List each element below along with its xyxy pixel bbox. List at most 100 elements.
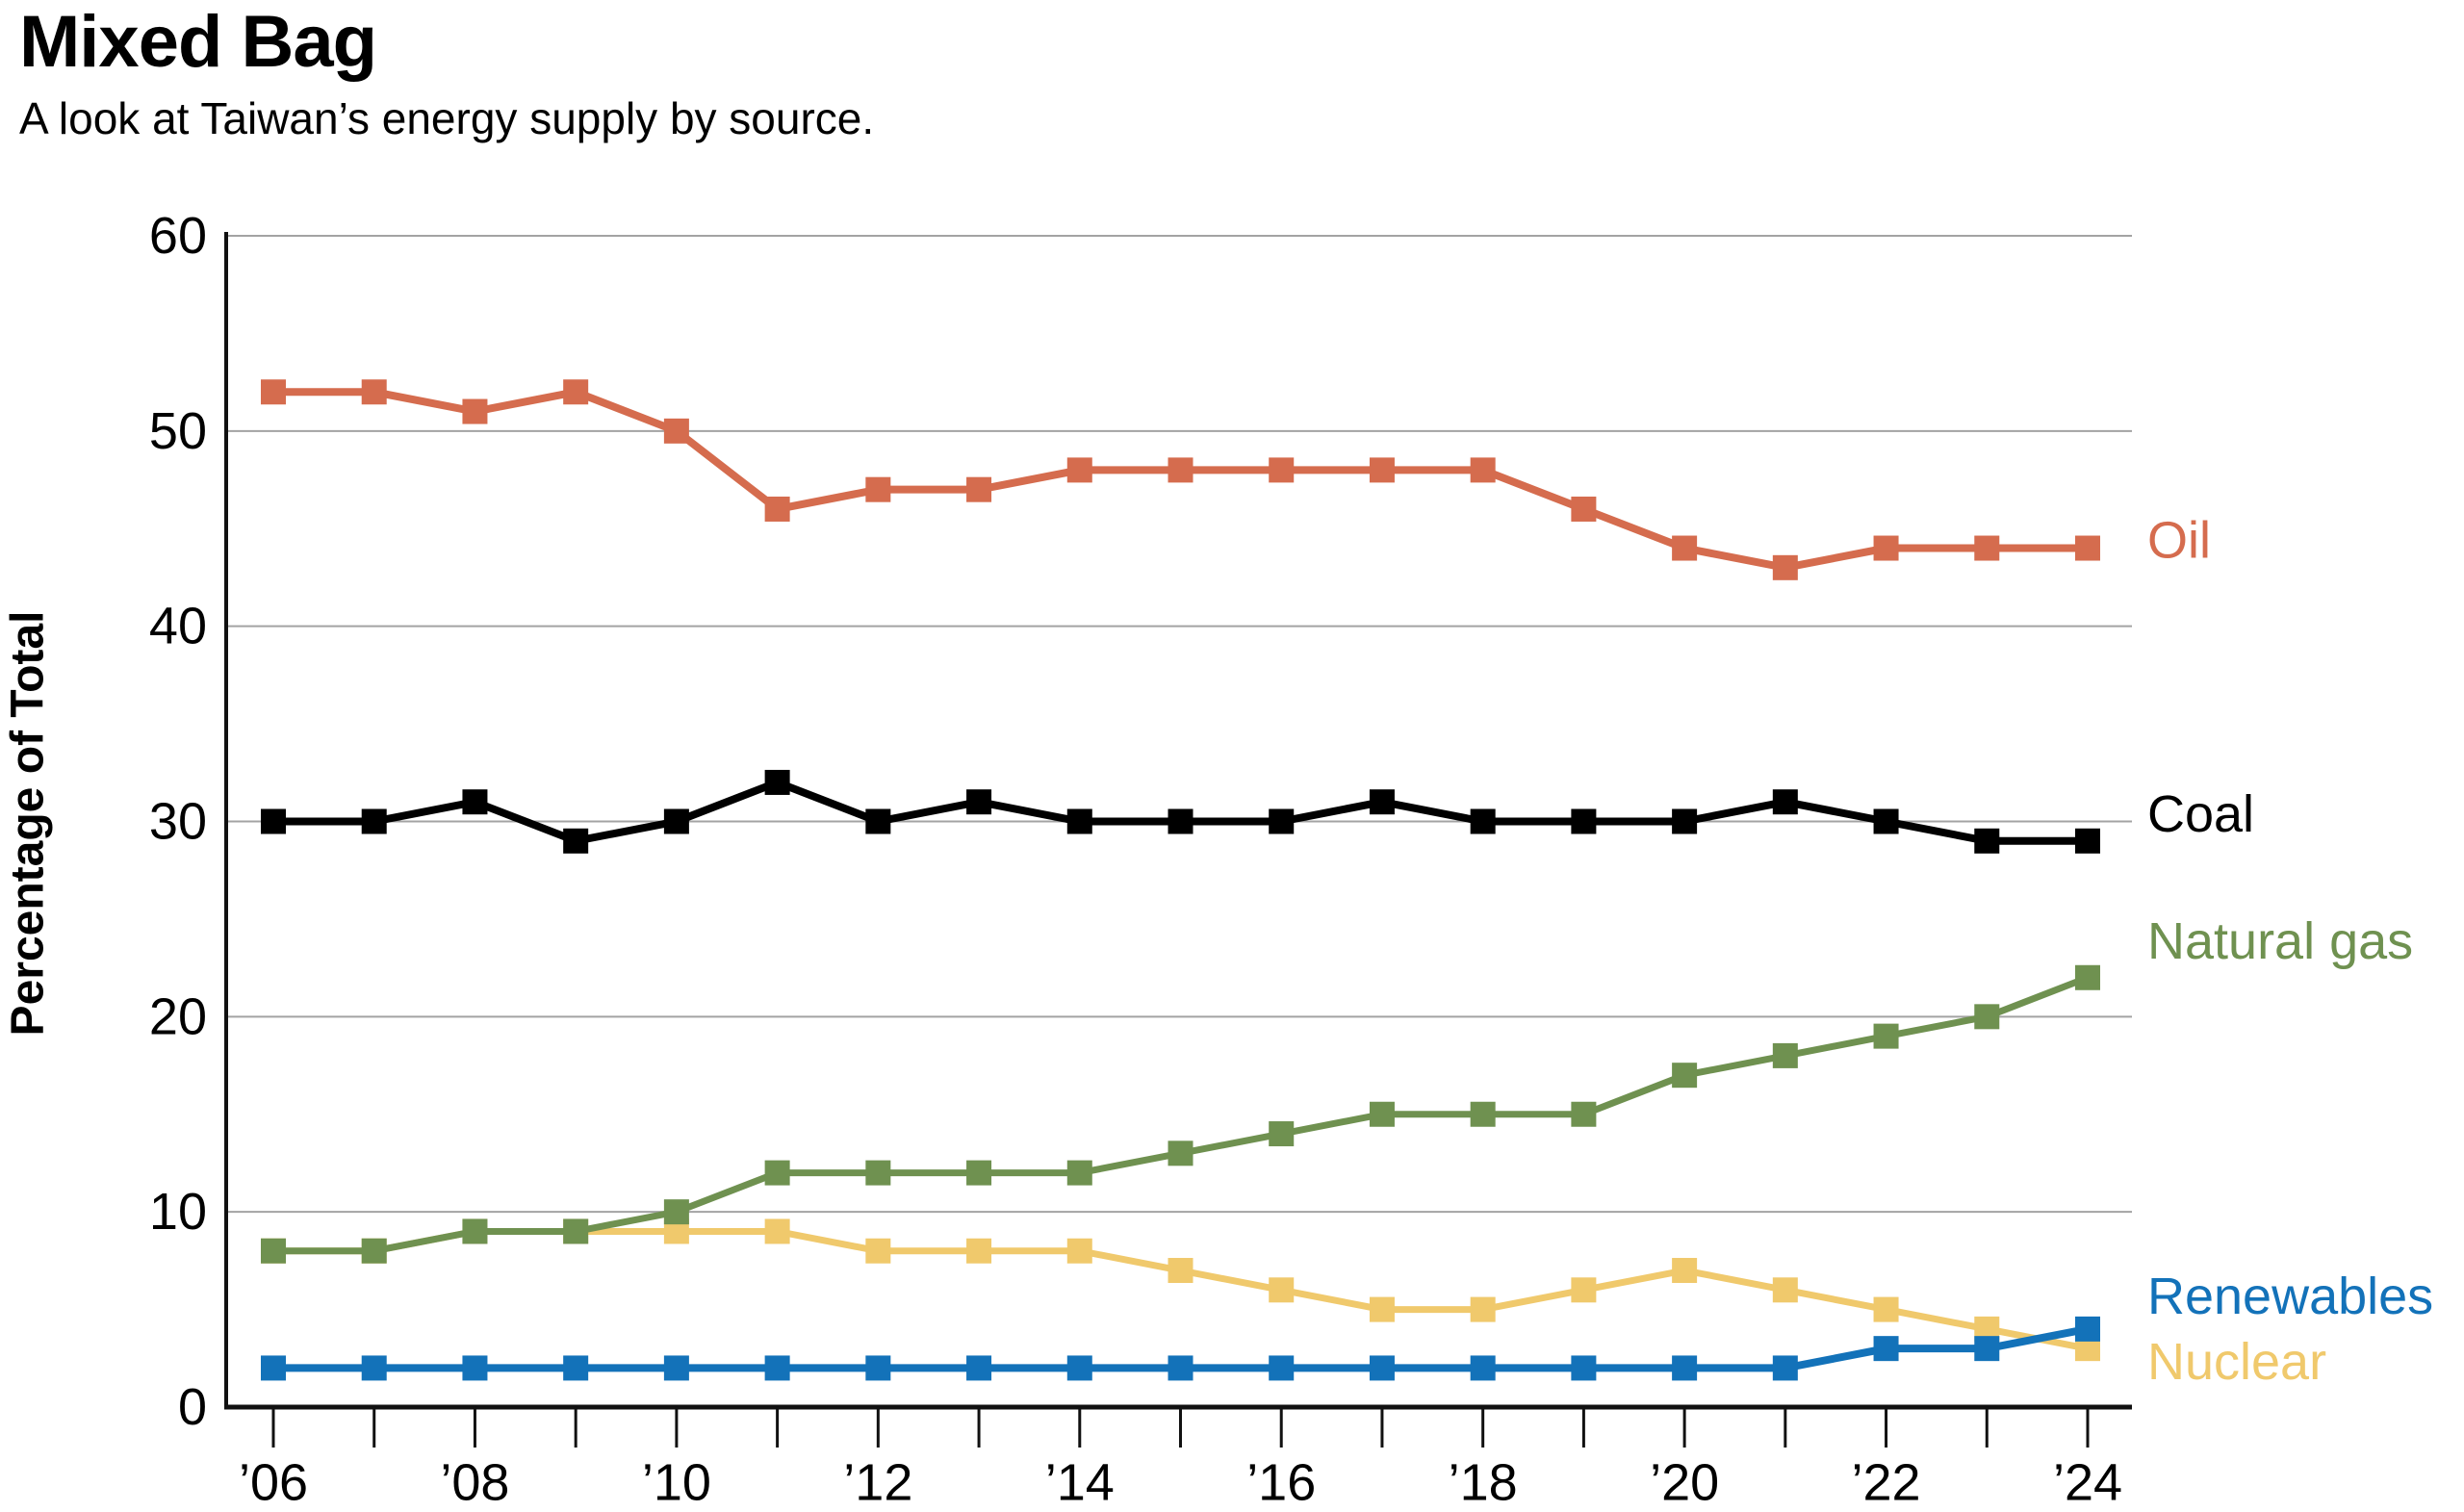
- renewables-marker-2018: [1470, 1355, 1496, 1381]
- natural-gas-marker-2013: [966, 1160, 992, 1186]
- coal-marker-2018: [1470, 808, 1496, 834]
- y-tick-label-20: 20: [149, 987, 207, 1045]
- coal-marker-2010: [663, 808, 689, 834]
- oil-marker-2010: [663, 418, 689, 444]
- x-tick-label-2014: ’14: [1045, 1453, 1115, 1507]
- natural-gas-marker-2007: [361, 1238, 387, 1264]
- coal-marker-2015: [1168, 808, 1194, 834]
- natural-gas-marker-2006: [261, 1238, 286, 1264]
- nuclear-line: [273, 1227, 2089, 1352]
- renewables-marker-2015: [1168, 1355, 1194, 1381]
- coal-marker-2006: [261, 808, 286, 834]
- renewables-marker-2024: [2075, 1316, 2100, 1342]
- nuclear-marker-2022: [1873, 1296, 1899, 1322]
- series-label-renewables: Renewables: [2147, 1268, 2433, 1325]
- coal-marker-2024: [2075, 828, 2100, 854]
- natural-gas-marker-2015: [1168, 1140, 1194, 1166]
- x-tick-label-2016: ’16: [1246, 1453, 1316, 1507]
- natural-gas-line: [273, 974, 2090, 1255]
- nuclear-marker-2020: [1672, 1258, 1698, 1284]
- coal-marker-2008: [462, 789, 488, 815]
- x-tick-label-2018: ’18: [1449, 1453, 1518, 1507]
- series-label-coal: Coal: [2147, 785, 2254, 843]
- coal-marker-2019: [1571, 808, 1597, 834]
- natural-gas-marker-2021: [1772, 1042, 1798, 1068]
- natural-gas-marker-2022: [1873, 1023, 1899, 1049]
- natural-gas-marker-2016: [1269, 1121, 1295, 1147]
- coal-marker-2021: [1772, 789, 1798, 815]
- coal-marker-2017: [1369, 789, 1395, 815]
- natural-gas-marker-2010: [663, 1199, 689, 1225]
- natural-gas-marker-2017: [1369, 1101, 1395, 1127]
- renewables-marker-2010: [663, 1355, 689, 1381]
- nuclear-marker-2019: [1571, 1277, 1597, 1303]
- y-tick-label-10: 10: [149, 1183, 207, 1241]
- oil-marker-2011: [764, 496, 790, 522]
- natural-gas-marker-2020: [1672, 1063, 1698, 1089]
- coal-marker-2014: [1066, 808, 1092, 834]
- x-tick-label-2020: ’20: [1650, 1453, 1719, 1507]
- nuclear-marker-2013: [966, 1238, 992, 1264]
- coal-marker-2013: [966, 789, 992, 815]
- oil-marker-2008: [462, 398, 488, 424]
- natural-gas-marker-2011: [764, 1160, 790, 1186]
- natural-gas-marker-2012: [865, 1160, 891, 1186]
- natural-gas-marker-2014: [1066, 1160, 1092, 1186]
- oil-marker-2006: [261, 379, 286, 405]
- chart-header: Mixed Bag A look at Taiwan’s energy supp…: [19, 2, 874, 144]
- series-label-nuclear: Nuclear: [2147, 1333, 2326, 1391]
- renewables-marker-2017: [1369, 1355, 1395, 1381]
- x-tick-label-2006: ’06: [239, 1453, 308, 1507]
- oil-marker-2018: [1470, 457, 1496, 483]
- renewables-marker-2009: [563, 1355, 589, 1381]
- x-tick-label-2012: ’12: [843, 1453, 912, 1507]
- x-tick-label-2008: ’08: [440, 1453, 509, 1507]
- renewables-marker-2016: [1269, 1355, 1295, 1381]
- nuclear-marker-2021: [1772, 1277, 1798, 1303]
- natural-gas-marker-2008: [462, 1218, 488, 1244]
- y-tick-label-30: 30: [149, 793, 207, 851]
- coal-marker-2023: [1974, 828, 2000, 854]
- renewables-marker-2014: [1066, 1355, 1092, 1381]
- oil-marker-2023: [1974, 535, 2000, 561]
- nuclear-marker-2015: [1168, 1258, 1194, 1284]
- nuclear-marker-2017: [1369, 1296, 1395, 1322]
- oil-marker-2009: [563, 379, 589, 405]
- y-tick-label-40: 40: [149, 598, 207, 655]
- nuclear-marker-2014: [1066, 1238, 1092, 1264]
- renewables-marker-2022: [1873, 1336, 1899, 1362]
- oil-marker-2021: [1772, 554, 1798, 580]
- natural-gas-marker-2024: [2075, 964, 2100, 990]
- y-tick-label-60: 60: [149, 207, 207, 265]
- coal-marker-2007: [361, 808, 387, 834]
- oil-marker-2019: [1571, 496, 1597, 522]
- renewables-marker-2012: [865, 1355, 891, 1381]
- chart-title: Mixed Bag: [19, 1, 377, 83]
- coal-marker-2009: [563, 828, 589, 854]
- oil-marker-2013: [966, 476, 992, 502]
- oil-marker-2024: [2075, 535, 2100, 561]
- oil-marker-2016: [1269, 457, 1295, 483]
- renewables-marker-2021: [1772, 1355, 1798, 1381]
- coal-marker-2012: [865, 808, 891, 834]
- oil-marker-2020: [1672, 535, 1698, 561]
- natural-gas-marker-2009: [563, 1218, 589, 1244]
- coal-marker-2022: [1873, 808, 1899, 834]
- series-label-oil: Oil: [2147, 512, 2211, 570]
- coal-marker-2011: [764, 769, 790, 795]
- oil-marker-2022: [1873, 535, 1899, 561]
- natural-gas-marker-2023: [1974, 1004, 2000, 1030]
- renewables-marker-2006: [261, 1355, 286, 1381]
- nuclear-marker-2011: [764, 1218, 790, 1244]
- oil-marker-2017: [1369, 457, 1395, 483]
- oil-marker-2014: [1066, 457, 1092, 483]
- series-label-natural-gas: Natural gas: [2147, 912, 2413, 970]
- renewables-marker-2008: [462, 1355, 488, 1381]
- renewables-marker-2011: [764, 1355, 790, 1381]
- nuclear-marker-2018: [1470, 1296, 1496, 1322]
- natural-gas-marker-2018: [1470, 1101, 1496, 1127]
- chart-subtitle: A look at Taiwan’s energy supply by sour…: [19, 92, 875, 143]
- oil-marker-2012: [865, 476, 891, 502]
